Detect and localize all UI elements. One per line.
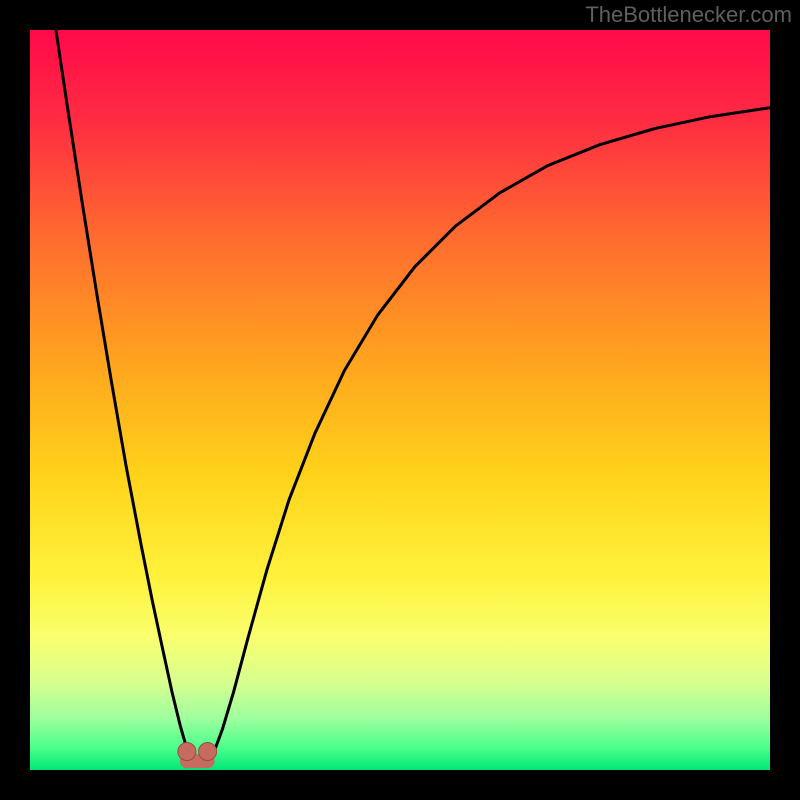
watermark-text: TheBottlenecker.com	[585, 2, 792, 28]
bottleneck-curve-chart	[0, 0, 800, 800]
chart-background-gradient	[30, 30, 770, 770]
chart-container: TheBottlenecker.com	[0, 0, 800, 800]
marker-dot	[178, 743, 196, 761]
marker-dot	[199, 743, 217, 761]
